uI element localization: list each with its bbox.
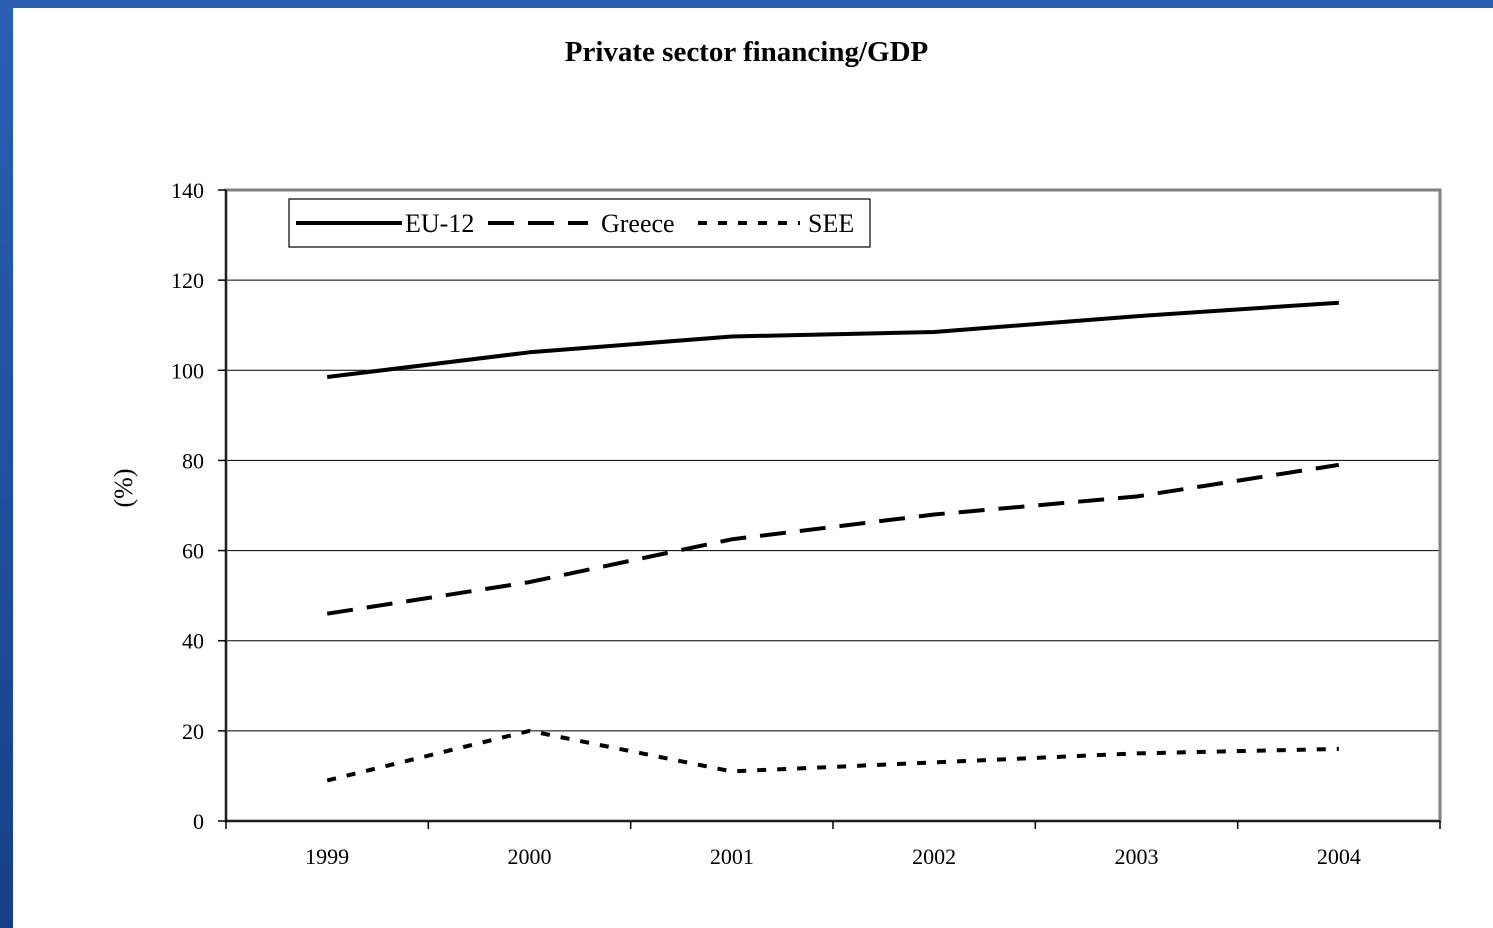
x-tick-label: 1999 <box>305 844 349 869</box>
y-tick-label: 20 <box>182 719 204 744</box>
plot-area-border <box>224 188 1442 823</box>
y-tick-label: 140 <box>171 178 204 203</box>
slide-canvas <box>13 8 1493 928</box>
series-lines <box>326 300 1340 783</box>
y-tick-label: 0 <box>193 809 204 834</box>
y-tick-label: 40 <box>182 629 204 654</box>
chart-title: Private sector financing/GDP <box>564 36 929 68</box>
series-line-eu-12 <box>326 300 1339 379</box>
series-line-greece <box>326 462 1340 616</box>
y-tick-label: 60 <box>182 539 204 564</box>
x-tick-label: 2004 <box>1317 844 1361 869</box>
gridlines <box>226 279 1440 732</box>
x-tick-label: 2001 <box>710 844 754 869</box>
legend: EU-12 Greece SEE <box>288 198 871 248</box>
axes: 0 20 40 60 80 100 120 140 1999 2000 2001 2002 2003 20… <box>171 178 1442 869</box>
x-tick-label: 2000 <box>508 844 552 869</box>
x-tick-label: 2002 <box>912 844 956 869</box>
y-tick-label: 120 <box>171 268 204 293</box>
legend-label: EU-12 <box>405 209 474 238</box>
legend-label: Greece <box>601 209 675 238</box>
x-tick-label: 2003 <box>1115 844 1159 869</box>
y-tick-label: 100 <box>171 358 204 383</box>
series-line-see <box>326 728 1339 783</box>
legend-label: SEE <box>808 209 854 238</box>
y-tick-label: 80 <box>182 448 204 473</box>
y-axis-label: (%) <box>109 469 138 508</box>
